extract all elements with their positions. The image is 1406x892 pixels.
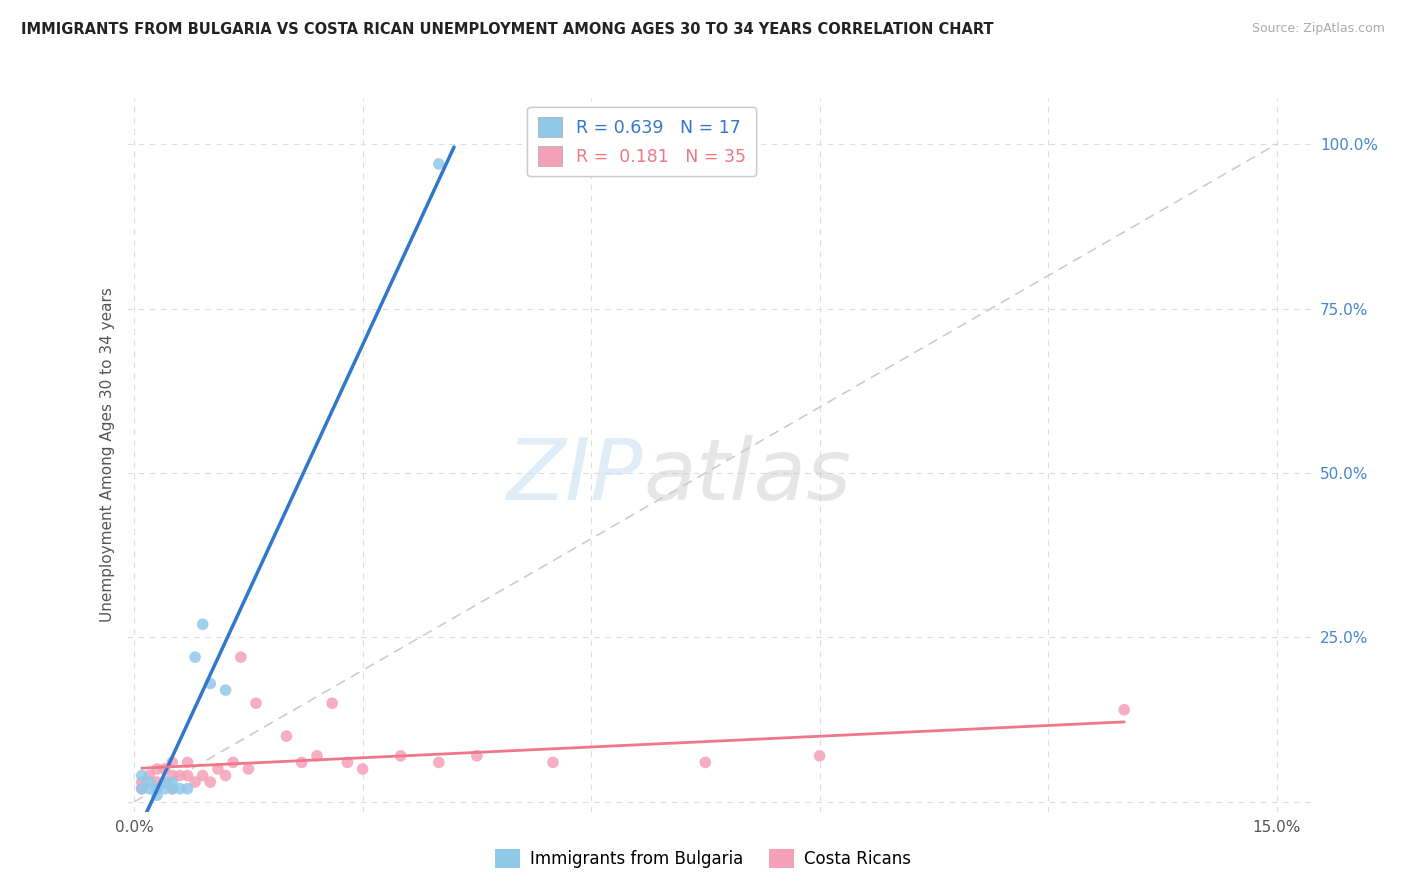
Point bbox=[153, 781, 176, 796]
Point bbox=[245, 696, 267, 710]
Y-axis label: Unemployment Among Ages 30 to 34 years: Unemployment Among Ages 30 to 34 years bbox=[100, 287, 115, 623]
Point bbox=[305, 748, 328, 763]
Point bbox=[169, 781, 191, 796]
Point bbox=[162, 756, 183, 770]
Point bbox=[191, 768, 214, 782]
Point bbox=[169, 768, 191, 782]
Text: atlas: atlas bbox=[644, 434, 852, 518]
Point bbox=[146, 789, 169, 803]
Point bbox=[153, 775, 176, 789]
Point bbox=[276, 729, 298, 743]
Legend: R = 0.639   N = 17, R =  0.181   N = 35: R = 0.639 N = 17, R = 0.181 N = 35 bbox=[527, 107, 756, 177]
Point bbox=[238, 762, 260, 776]
Point bbox=[200, 676, 222, 690]
Point bbox=[214, 683, 236, 698]
Point bbox=[184, 650, 207, 665]
Point bbox=[336, 756, 359, 770]
Point bbox=[153, 762, 176, 776]
Point bbox=[229, 650, 252, 665]
Point bbox=[1114, 703, 1136, 717]
Point bbox=[138, 775, 160, 789]
Point bbox=[808, 748, 831, 763]
Point bbox=[291, 756, 314, 770]
Point bbox=[176, 768, 198, 782]
Legend: Immigrants from Bulgaria, Costa Ricans: Immigrants from Bulgaria, Costa Ricans bbox=[489, 842, 917, 875]
Text: IMMIGRANTS FROM BULGARIA VS COSTA RICAN UNEMPLOYMENT AMONG AGES 30 TO 34 YEARS C: IMMIGRANTS FROM BULGARIA VS COSTA RICAN … bbox=[21, 22, 994, 37]
Point bbox=[146, 781, 169, 796]
Point bbox=[138, 768, 160, 782]
Text: ZIP: ZIP bbox=[508, 434, 644, 518]
Point bbox=[695, 756, 717, 770]
Point bbox=[146, 762, 169, 776]
Point bbox=[321, 696, 343, 710]
Point bbox=[131, 768, 153, 782]
Point bbox=[222, 756, 245, 770]
Point bbox=[131, 781, 153, 796]
Point bbox=[153, 775, 176, 789]
Point bbox=[214, 768, 236, 782]
Point bbox=[352, 762, 374, 776]
Text: Source: ZipAtlas.com: Source: ZipAtlas.com bbox=[1251, 22, 1385, 36]
Point bbox=[162, 775, 183, 789]
Point bbox=[162, 768, 183, 782]
Point bbox=[176, 756, 198, 770]
Point bbox=[138, 781, 160, 796]
Point bbox=[465, 748, 488, 763]
Point bbox=[200, 775, 222, 789]
Point bbox=[191, 617, 214, 632]
Point bbox=[389, 748, 412, 763]
Point bbox=[162, 781, 183, 796]
Point bbox=[184, 775, 207, 789]
Point bbox=[146, 775, 169, 789]
Point bbox=[427, 157, 450, 171]
Point bbox=[131, 781, 153, 796]
Point bbox=[541, 756, 564, 770]
Point bbox=[176, 781, 198, 796]
Point bbox=[131, 775, 153, 789]
Point bbox=[427, 756, 450, 770]
Point bbox=[162, 781, 183, 796]
Point bbox=[207, 762, 229, 776]
